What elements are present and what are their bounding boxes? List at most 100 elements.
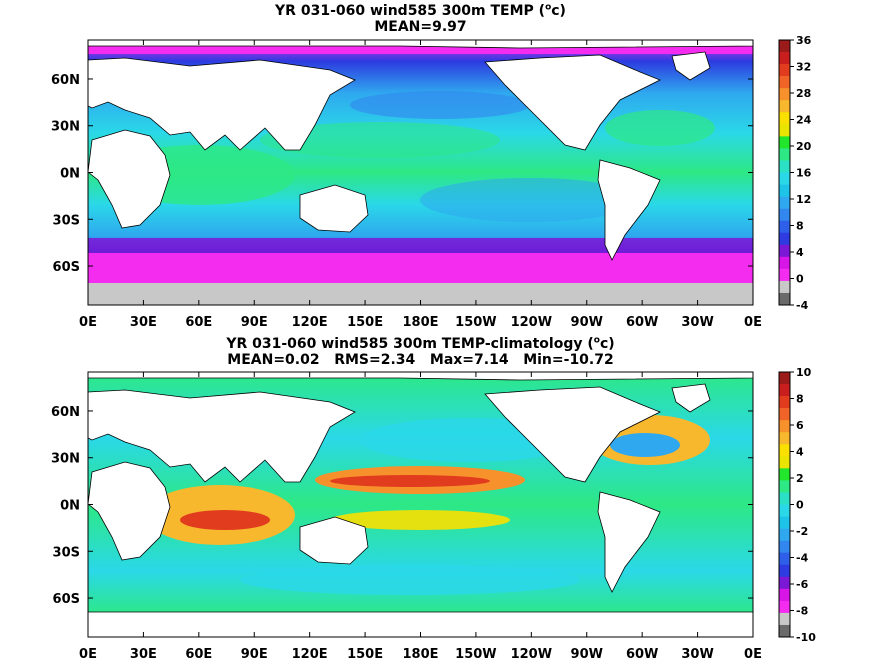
- x-tick-label: 150W: [455, 647, 496, 662]
- colorbar-swatch: [779, 88, 790, 101]
- x-tick-label: 180E: [402, 315, 438, 330]
- colorbar-swatch: [779, 444, 790, 457]
- x-tick-label: 0E: [744, 315, 762, 330]
- x-tick-label: 90W: [571, 647, 603, 662]
- south-america: [597, 159, 661, 261]
- africa: [87, 461, 171, 561]
- colorbar-swatch: [779, 528, 790, 541]
- top-map-title: YR 031-060 wind585 300m TEMP (oc): [275, 2, 566, 19]
- bottom-map-gulf-stream-cold: [610, 433, 680, 457]
- australia: [299, 516, 369, 565]
- top-map: 0E 30E 60E 90E 120E 150E 180E 150W 120W 90W 60W 30W…: [51, 34, 812, 330]
- colorbar-swatch: [779, 76, 790, 89]
- y-tick-label: 60N: [51, 73, 80, 88]
- colorbar-swatch: [779, 112, 790, 125]
- top-map-southern-ocean: [88, 253, 753, 283]
- colorbar-swatch: [779, 196, 790, 209]
- x-tick-label: 150E: [347, 647, 383, 662]
- colorbar-swatch: [779, 292, 790, 306]
- x-tick-label: 30E: [130, 647, 157, 662]
- colorbar-swatch: [779, 244, 790, 258]
- x-tick-label: 150E: [347, 315, 383, 330]
- north-america: [484, 54, 661, 151]
- y-tick-label: 60N: [51, 405, 80, 420]
- colorbar-swatch: [779, 64, 790, 77]
- top-map-southern-band: [88, 238, 753, 253]
- colorbar-swatch: [779, 420, 790, 433]
- australia: [299, 184, 369, 233]
- colorbar-tick-label: -4: [796, 552, 809, 565]
- y-tick-label: 30S: [53, 545, 80, 560]
- north-america: [484, 386, 661, 483]
- greenland: [671, 383, 711, 413]
- colorbar-swatch: [779, 172, 790, 185]
- colorbar-swatch: [779, 468, 790, 481]
- colorbar-swatch: [779, 268, 790, 282]
- colorbar-tick-label: 0: [796, 273, 804, 286]
- colorbar-swatch: [779, 600, 790, 614]
- colorbar-swatch: [779, 220, 790, 234]
- y-tick-label: 30N: [51, 452, 80, 467]
- bottom-map-indian-ocean-core: [180, 510, 270, 530]
- colorbar-tick-label: 6: [796, 419, 804, 432]
- colorbar-tick-label: -2: [796, 525, 808, 538]
- colorbar-swatch: [779, 384, 790, 397]
- x-tick-label: 30W: [681, 315, 713, 330]
- colorbar-swatch: [779, 208, 790, 221]
- colorbar-tick-label: 2: [796, 472, 804, 485]
- colorbar-swatch: [779, 148, 790, 161]
- top-colorbar: 36 32 28 24 20 16 12 8 4 0 -4: [778, 34, 812, 312]
- eurasia: [87, 57, 356, 151]
- top-map-pacific-warm: [260, 122, 500, 158]
- x-tick-label: 30E: [130, 315, 157, 330]
- y-tick-label: 60S: [53, 260, 80, 275]
- top-map-subtitle: MEAN=9.97: [374, 19, 467, 35]
- colorbar-swatch: [779, 136, 790, 149]
- top-map-x-ticks: 0E 30E 60E 90E 120E 150E 180E 150W 120W 90W 60W 30W…: [79, 40, 762, 330]
- eurasia: [87, 389, 356, 483]
- colorbar-swatch: [779, 552, 790, 566]
- x-tick-label: 120E: [292, 315, 328, 330]
- colorbar-tick-label: 28: [796, 87, 811, 100]
- colorbar-swatch: [779, 480, 790, 493]
- colorbar-swatch: [779, 516, 790, 529]
- africa: [87, 129, 171, 229]
- top-map-y-ticks: 60N 30N 0N 30S 60S: [51, 73, 753, 275]
- colorbar-tick-label: -6: [796, 578, 809, 591]
- colorbar-tick-label: 12: [796, 193, 811, 206]
- bottom-map-y-ticks: 60N 30N 0N 30S 60S: [51, 405, 753, 607]
- greenland: [671, 51, 711, 81]
- colorbar-swatch: [779, 100, 790, 113]
- colorbar-tick-label: 36: [796, 34, 812, 47]
- x-tick-label: 120W: [511, 315, 552, 330]
- colorbar-swatch: [779, 124, 790, 137]
- colorbar-swatch: [779, 52, 790, 65]
- colorbar-swatch: [779, 504, 790, 517]
- colorbar-swatch: [779, 540, 790, 553]
- colorbar-swatch: [779, 576, 790, 590]
- colorbar-swatch: [779, 280, 790, 294]
- colorbar-swatch: [779, 432, 790, 445]
- bottom-map-subtitle: MEAN=0.02 RMS=2.34 Max=7.14 Min=-10.72: [227, 352, 614, 368]
- colorbar-swatch: [779, 492, 790, 505]
- colorbar-swatch: [779, 408, 790, 421]
- x-tick-label: 90E: [241, 647, 268, 662]
- y-tick-label: 0N: [60, 499, 80, 514]
- colorbar-tick-label: 8: [796, 393, 804, 406]
- x-tick-label: 120E: [292, 647, 328, 662]
- colorbar-tick-label: 0: [796, 499, 804, 512]
- x-tick-label: 0E: [79, 315, 97, 330]
- x-tick-label: 0E: [744, 647, 762, 662]
- bottom-colorbar: 10 8 6 4 2 0 -2 -4 -6 -8 -10: [778, 366, 816, 644]
- bottom-map-south-equatorial-band: [330, 510, 510, 530]
- colorbar-swatch: [779, 564, 790, 578]
- y-tick-label: 30S: [53, 213, 80, 228]
- colorbar-tick-label: -10: [796, 631, 816, 644]
- colorbar-tick-label: 4: [796, 246, 804, 259]
- x-tick-label: 30W: [681, 647, 713, 662]
- y-tick-label: 30N: [51, 120, 80, 135]
- colorbar-swatch: [779, 232, 790, 246]
- colorbar-tick-label: 20: [796, 140, 812, 153]
- colorbar-swatch: [779, 456, 790, 469]
